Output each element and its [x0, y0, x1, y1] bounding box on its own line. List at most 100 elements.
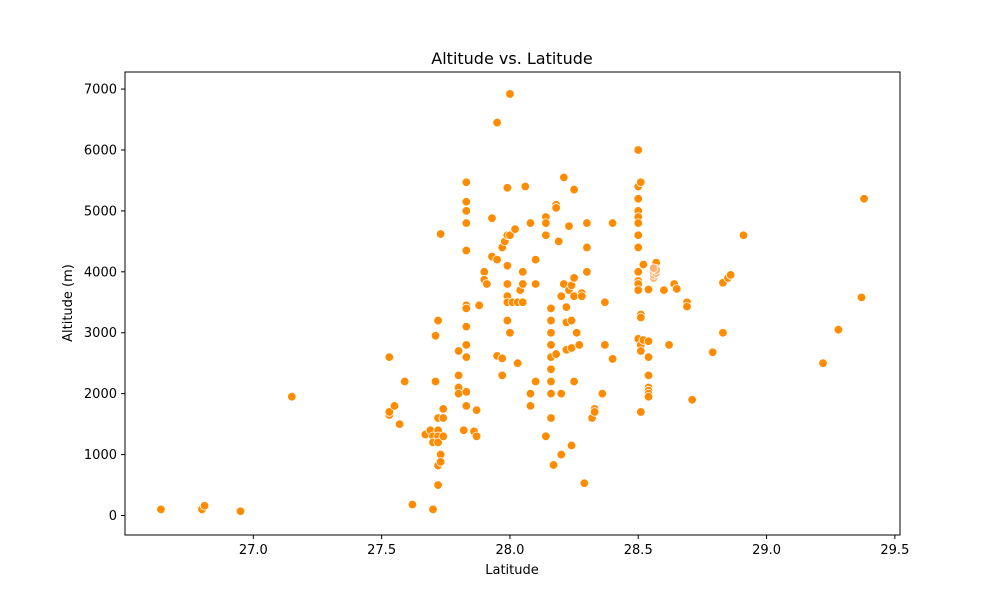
data-point [600, 340, 610, 350]
x-axis: 27.0 27.5 28.0 28.5 29.0 29.5 [239, 535, 909, 558]
data-point [479, 267, 489, 277]
data-point [546, 388, 556, 399]
y-tick-label: 1000 [84, 448, 117, 463]
data-point [453, 388, 464, 399]
data-point [394, 419, 405, 429]
data-point [492, 254, 502, 265]
data-point [502, 279, 513, 289]
data-point [569, 273, 579, 283]
data-point [638, 259, 649, 270]
y-axis: 0 1000 2000 3000 4000 5000 6000 7000 [84, 83, 125, 524]
data-point [574, 340, 584, 350]
y-tick-label: 6000 [84, 143, 117, 158]
data-point [672, 284, 682, 294]
data-point [438, 431, 448, 442]
data-point [707, 347, 718, 357]
data-point [502, 183, 513, 193]
y-axis-label: Altitude (m) [61, 264, 76, 342]
data-point [564, 221, 574, 231]
data-point [461, 245, 472, 256]
data-point [430, 331, 441, 341]
data-point [607, 354, 618, 364]
data-point [453, 346, 464, 356]
data-point [856, 292, 867, 303]
data-point [566, 315, 577, 326]
plot-frame [124, 71, 901, 536]
data-point [546, 303, 556, 314]
data-point [664, 340, 674, 350]
data-point [589, 407, 600, 417]
data-point [566, 440, 577, 451]
data-point [597, 388, 608, 399]
data-point [474, 300, 484, 311]
data-point [579, 478, 590, 488]
data-point [633, 267, 643, 277]
data-point [525, 388, 536, 399]
data-point [510, 224, 520, 234]
data-point [541, 230, 551, 240]
data-point [541, 218, 551, 228]
y-tick-label: 7000 [84, 83, 117, 98]
data-point [633, 218, 643, 228]
x-tick-label: 29.0 [752, 543, 781, 558]
data-point [384, 407, 395, 417]
data-point [556, 388, 566, 399]
y-tick-label: 0 [109, 509, 117, 524]
data-point [561, 302, 572, 312]
data-point [461, 321, 472, 332]
data-point [559, 172, 569, 183]
data-point [518, 267, 528, 277]
data-point [633, 194, 643, 204]
data-point [577, 291, 587, 301]
data-point [633, 285, 643, 295]
data-point [600, 297, 610, 307]
data-point [492, 117, 502, 128]
data-point [400, 376, 410, 387]
data-point [505, 89, 515, 99]
data-point [487, 213, 497, 223]
data-point [461, 218, 472, 228]
data-point [428, 504, 438, 515]
data-point [546, 340, 556, 350]
data-point [459, 425, 469, 435]
data-point [633, 230, 643, 240]
data-point [497, 370, 507, 381]
data-point [546, 376, 556, 387]
data-point [482, 279, 492, 289]
data-point [636, 346, 646, 356]
data-point [525, 401, 536, 411]
data-point [438, 413, 448, 423]
data-point [505, 328, 515, 338]
data-point [659, 285, 669, 295]
data-point [571, 328, 582, 338]
data-point [569, 376, 579, 387]
data-point [461, 352, 472, 362]
x-tick-label: 28.0 [495, 543, 524, 558]
data-point [505, 230, 515, 240]
x-tick-label: 27.0 [239, 543, 268, 558]
data-point [643, 370, 654, 381]
data-point [502, 315, 513, 326]
data-point [433, 315, 443, 326]
data-point [556, 449, 566, 460]
data-point [636, 312, 646, 323]
data-point [643, 284, 654, 295]
data-point [643, 352, 654, 362]
data-point [156, 504, 166, 515]
data-point [199, 501, 210, 511]
data-point [687, 395, 697, 405]
points-layer [156, 89, 869, 516]
data-point [453, 370, 464, 381]
data-point-highlight [648, 263, 659, 273]
data-point [438, 404, 448, 414]
y-tick-label: 4000 [84, 265, 117, 280]
x-tick-label: 27.5 [367, 543, 396, 558]
data-point [682, 301, 692, 312]
data-point [433, 437, 443, 448]
data-point [718, 328, 728, 338]
data-point [502, 261, 513, 271]
data-point [738, 230, 749, 240]
data-point [520, 181, 531, 192]
data-point [643, 392, 654, 402]
